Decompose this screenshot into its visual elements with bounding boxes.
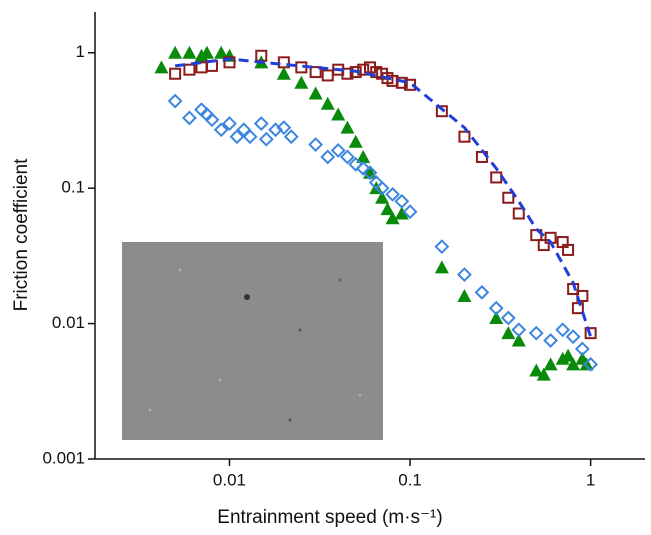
y-tick-label: 0.1 bbox=[61, 178, 85, 197]
data-point bbox=[276, 66, 291, 80]
data-point bbox=[583, 356, 599, 372]
data-point bbox=[579, 357, 594, 371]
data-point bbox=[543, 357, 558, 371]
data-point bbox=[402, 204, 418, 220]
x-tick-label: 0.1 bbox=[398, 470, 422, 489]
data-point bbox=[183, 63, 196, 76]
data-point bbox=[253, 116, 269, 131]
inset-image bbox=[122, 242, 383, 440]
data-point bbox=[309, 66, 322, 79]
x-tick-label: 0.01 bbox=[213, 470, 246, 489]
data-point bbox=[340, 149, 355, 165]
data-point bbox=[357, 63, 370, 76]
data-point bbox=[434, 239, 450, 255]
data-point bbox=[341, 67, 354, 80]
data-point bbox=[348, 156, 364, 172]
x-axis-label: Entrainment speed (m·s⁻¹) bbox=[217, 507, 442, 528]
y-tick-label: 0.01 bbox=[52, 313, 85, 332]
data-point bbox=[268, 122, 283, 138]
data-point bbox=[154, 60, 169, 74]
data-point bbox=[457, 267, 472, 283]
data-point bbox=[574, 341, 590, 357]
data-point bbox=[167, 93, 183, 109]
data-point bbox=[330, 143, 346, 158]
data-point bbox=[474, 284, 490, 300]
data-point bbox=[511, 333, 526, 347]
data-point bbox=[213, 122, 229, 138]
data-point bbox=[214, 45, 229, 59]
data-point bbox=[204, 112, 220, 128]
data-point bbox=[555, 322, 571, 338]
data-point bbox=[308, 86, 323, 100]
data-point bbox=[511, 322, 527, 338]
data-point bbox=[576, 289, 589, 302]
data-point bbox=[169, 67, 182, 80]
data-point bbox=[404, 78, 417, 91]
data-point bbox=[276, 120, 292, 136]
y-axis-label: Friction coefficient bbox=[11, 158, 32, 311]
data-point bbox=[434, 260, 449, 274]
data-point bbox=[242, 129, 258, 145]
data-point bbox=[182, 45, 197, 59]
x-tick-label: 1 bbox=[586, 470, 595, 489]
data-point bbox=[501, 326, 516, 340]
data-point bbox=[490, 171, 503, 184]
data-point bbox=[321, 69, 334, 82]
data-point bbox=[488, 300, 504, 316]
data-point bbox=[458, 130, 471, 143]
data-point bbox=[308, 137, 324, 152]
data-point bbox=[385, 186, 400, 202]
data-point bbox=[355, 160, 371, 176]
data-point bbox=[565, 329, 581, 345]
data-point bbox=[394, 193, 410, 209]
data-point bbox=[502, 191, 515, 204]
data-point bbox=[561, 348, 576, 362]
data-point bbox=[340, 120, 355, 134]
data-point bbox=[168, 45, 183, 59]
data-point bbox=[283, 129, 299, 145]
data-point bbox=[435, 105, 448, 118]
data-point bbox=[229, 129, 245, 145]
data-point bbox=[294, 75, 309, 89]
data-point bbox=[562, 243, 575, 256]
data-point bbox=[362, 165, 378, 181]
fit-line bbox=[174, 57, 593, 338]
data-point bbox=[584, 327, 597, 340]
data-point bbox=[182, 110, 197, 126]
data-point bbox=[223, 56, 236, 69]
data-point bbox=[277, 56, 290, 69]
data-point bbox=[222, 116, 237, 131]
data-point bbox=[537, 239, 550, 252]
y-tick-label: 1 bbox=[76, 42, 85, 61]
data-point bbox=[571, 302, 584, 315]
data-point bbox=[489, 310, 504, 324]
data-point bbox=[320, 96, 335, 110]
data-point bbox=[385, 211, 400, 225]
data-point bbox=[356, 149, 371, 163]
data-point bbox=[394, 206, 409, 220]
data-point bbox=[258, 131, 274, 147]
data-point bbox=[457, 288, 472, 302]
data-point bbox=[348, 134, 363, 148]
data-point bbox=[543, 333, 558, 348]
data-point bbox=[529, 363, 544, 377]
data-point bbox=[320, 149, 336, 165]
data-point bbox=[374, 180, 390, 196]
data-point bbox=[199, 45, 214, 59]
y-tick-label: 0.001 bbox=[42, 448, 85, 467]
data-point bbox=[380, 202, 395, 216]
data-point bbox=[536, 367, 551, 381]
data-point bbox=[375, 190, 390, 204]
data-point bbox=[566, 357, 581, 371]
data-point bbox=[528, 325, 544, 341]
data-point bbox=[500, 310, 516, 326]
data-point bbox=[331, 107, 346, 121]
data-point bbox=[512, 207, 525, 220]
